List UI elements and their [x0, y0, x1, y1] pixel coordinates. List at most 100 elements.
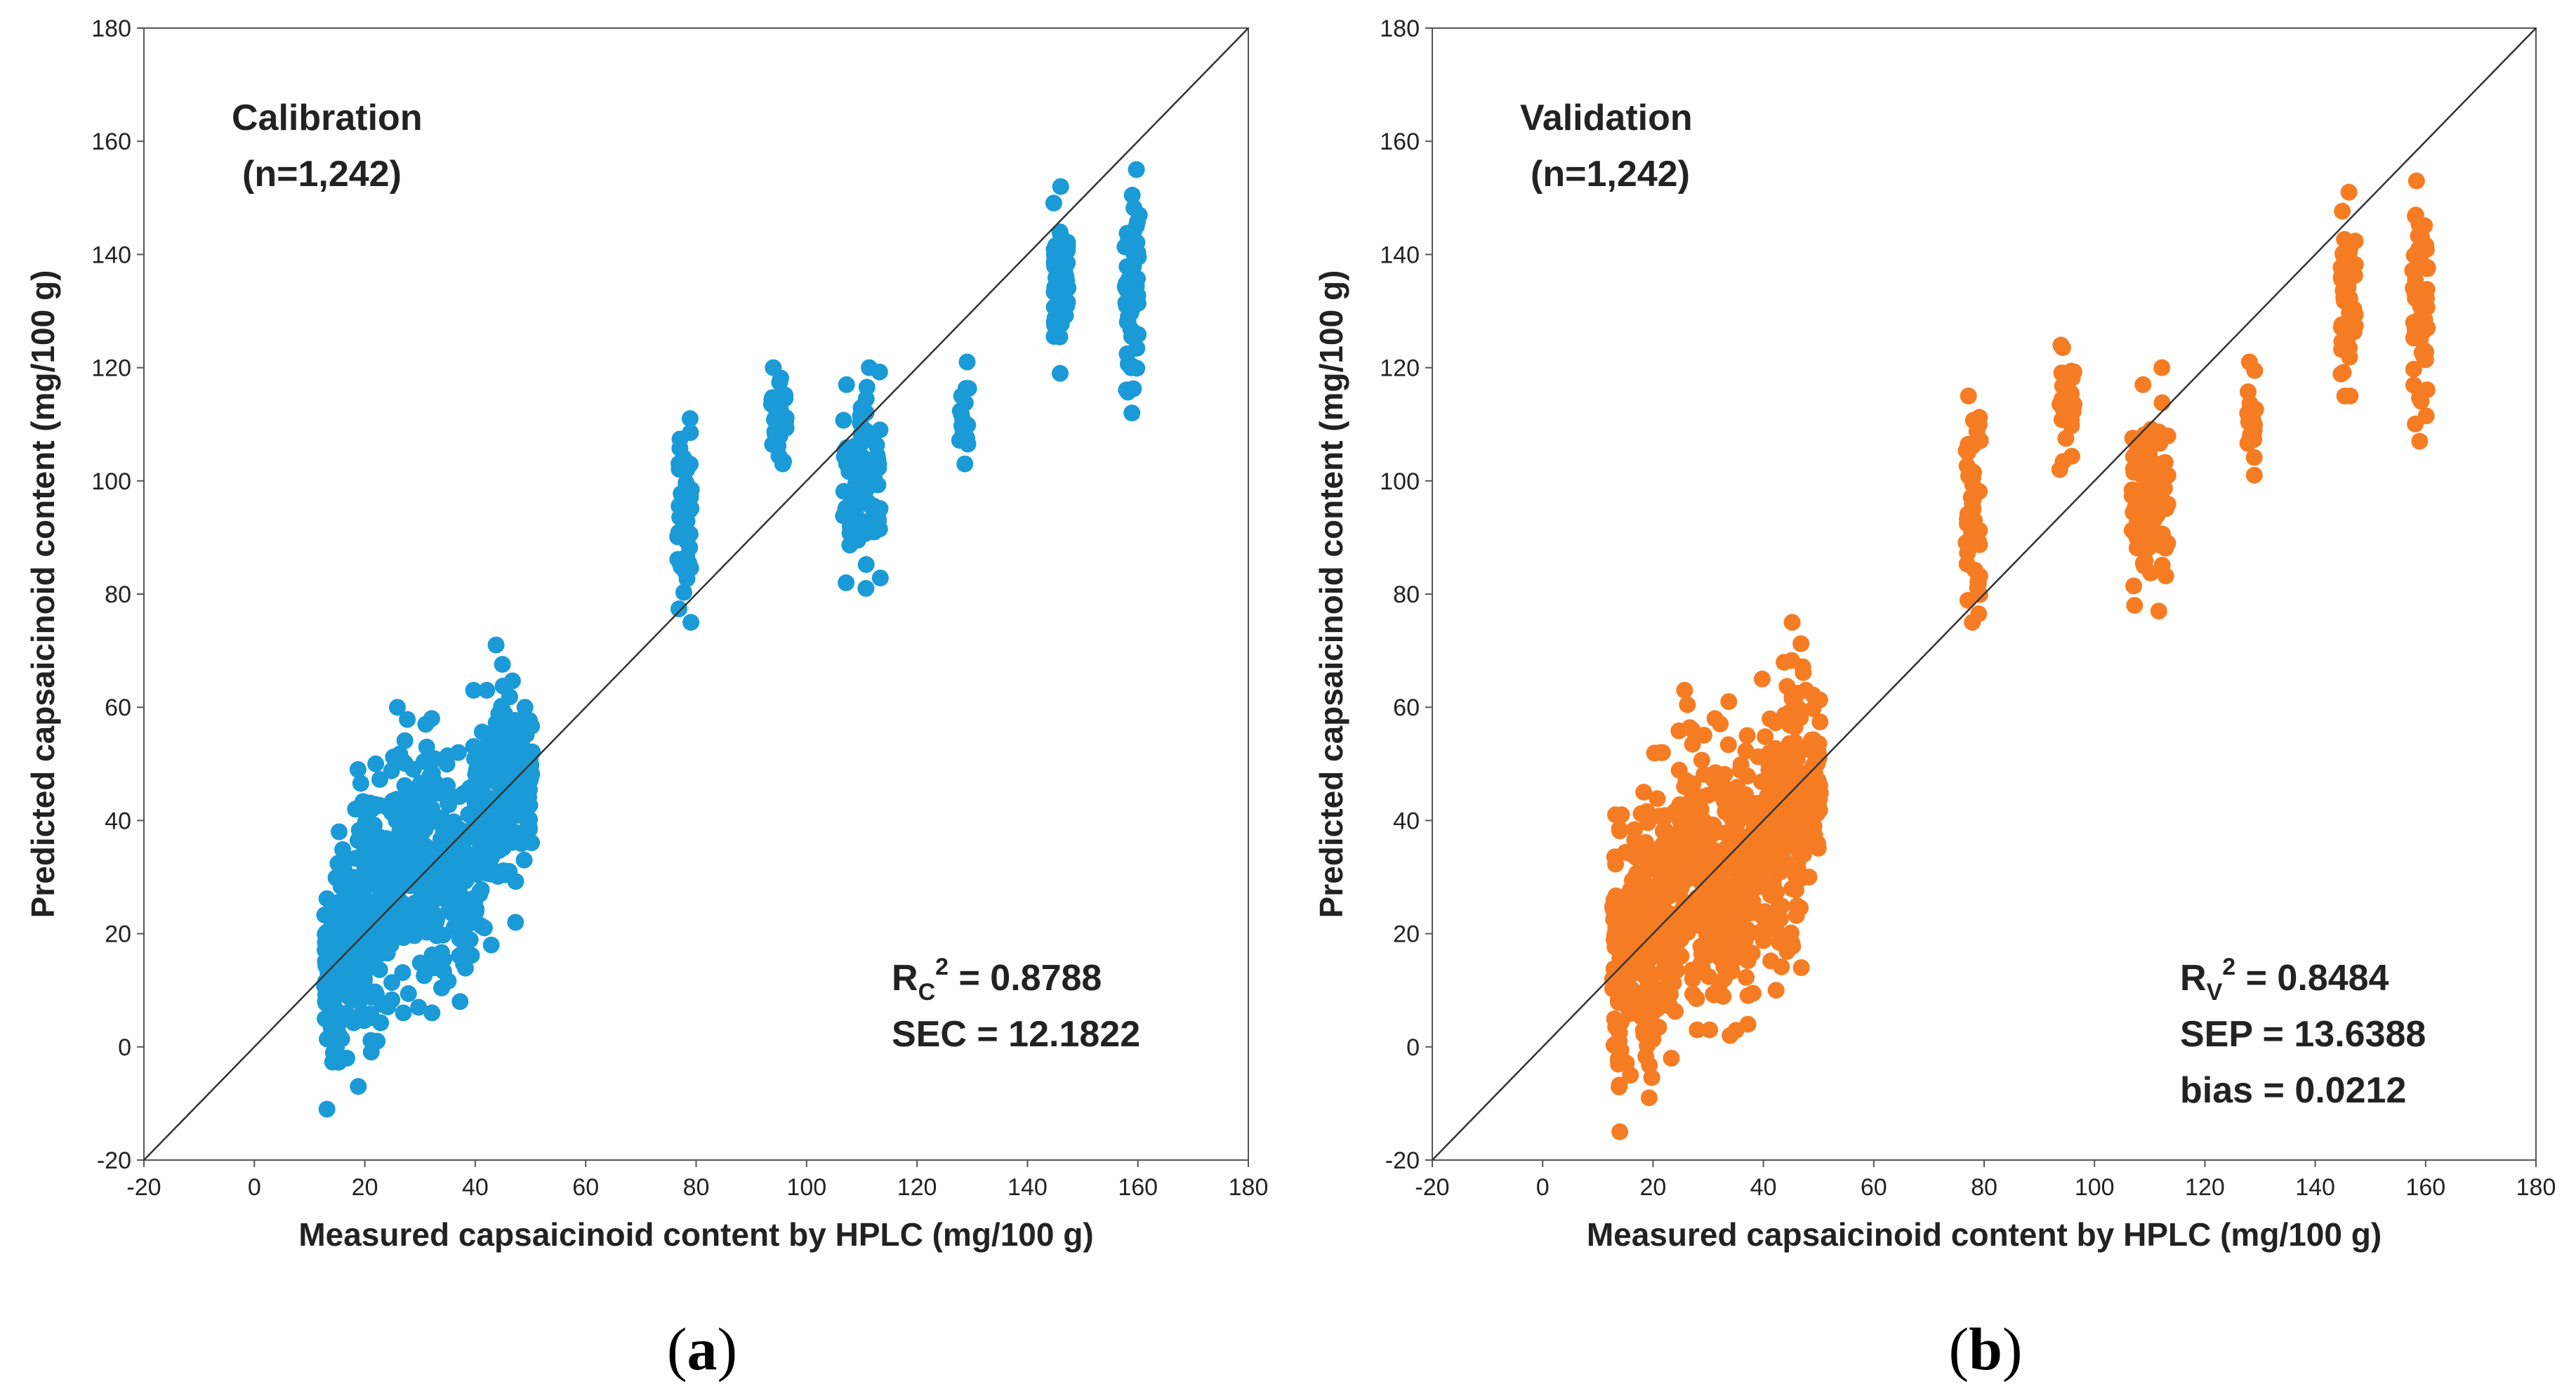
- chart-b-stat-symbol: R: [2180, 958, 2207, 999]
- chart-b-data-point: [1712, 929, 1730, 947]
- chart-a-data-point: [838, 376, 855, 393]
- chart-b-group: -20 0 20 40 60 80 100 120 140 160 180 -20 0 20 40 60 80 1…: [1313, 15, 2556, 1383]
- chart-a-data-point: [766, 423, 784, 440]
- chart-b-data-point: [1711, 890, 1729, 907]
- chart-a-data-point: [959, 380, 977, 397]
- chart-a-data-point: [487, 636, 505, 654]
- chart-b-data-point: [1959, 591, 1976, 609]
- chart-b-data-point: [1781, 765, 1798, 783]
- chart-b-data-point: [1732, 756, 1750, 773]
- chart-b-data-point: [1672, 930, 1690, 947]
- chart-b-data-point: [2340, 183, 2358, 201]
- chart-a-data-point: [371, 771, 388, 788]
- chart-b-data-point: [1677, 772, 1695, 789]
- chart-b-data-point: [1715, 958, 1733, 975]
- chart-b-data-point: [1653, 744, 1671, 761]
- chart-a-x-tick-label: 20: [352, 1174, 378, 1201]
- chart-b-data-point: [1716, 765, 1733, 783]
- chart-b-data-point: [2417, 407, 2435, 425]
- chart-a-data-point: [487, 725, 505, 742]
- chart-b-y-tick-label: 0: [1406, 1034, 1420, 1061]
- chart-b-data-point: [1613, 806, 1630, 824]
- chart-a-data-point: [466, 775, 484, 793]
- chart-b-data-point: [1635, 784, 1653, 801]
- chart-a-data-point: [350, 799, 367, 817]
- chart-a-data-point: [395, 1004, 412, 1022]
- chart-b-data-point: [1679, 857, 1696, 874]
- chart-a-data-point: [405, 786, 423, 804]
- chart-b-data-point: [2245, 449, 2263, 466]
- chart-a-panel-label: (a): [667, 1315, 737, 1383]
- chart-b-data-point: [1971, 409, 1988, 426]
- chart-b-data-point: [1639, 934, 1656, 951]
- chart-b-data-point: [2412, 309, 2429, 327]
- chart-b-data-point: [2153, 556, 2171, 574]
- chart-a-data-point: [838, 574, 855, 591]
- chart-b-data-point: [1971, 522, 1988, 539]
- chart-a-panel-label-letter: a: [687, 1315, 718, 1383]
- chart-a-data-point: [465, 738, 482, 756]
- chart-a-y-tick-label: 140: [91, 242, 131, 268]
- chart-a-data-point: [367, 918, 384, 935]
- chart-b-data-point: [1679, 696, 1696, 713]
- chart-b-data-point: [2333, 316, 2351, 334]
- chart-b-y-tick-label: 160: [1380, 129, 1420, 155]
- chart-a-data-point: [432, 879, 449, 897]
- chart-a-data-point: [1119, 355, 1137, 373]
- chart-b-data-point: [2057, 383, 2075, 401]
- chart-b-data-point: [1761, 765, 1778, 782]
- chart-b-data-point: [1676, 805, 1693, 822]
- chart-a-title: Calibration: [232, 98, 423, 138]
- chart-a-data-point: [333, 1009, 351, 1027]
- chart-b-data-point: [2405, 360, 2422, 378]
- chart-b-y-tick-label: 20: [1393, 921, 1420, 948]
- chart-b-data-point: [1644, 1030, 1662, 1048]
- chart-b-data-point: [1739, 1015, 1757, 1033]
- chart-a-data-point: [868, 447, 886, 464]
- chart-a-data-point: [430, 951, 447, 969]
- chart-a-data-point: [384, 928, 402, 945]
- chart-a-x-tick-label: 60: [572, 1174, 599, 1201]
- chart-b-x-tick-label: 0: [1536, 1174, 1550, 1201]
- chart-b-y-tick-label: 140: [1380, 242, 1420, 268]
- chart-b-data-point: [2247, 401, 2264, 418]
- chart-b-data-point: [1809, 755, 1826, 772]
- chart-b-stat-subscript: V: [2207, 979, 2223, 1006]
- chart-b-data-point: [1670, 722, 1688, 739]
- chart-b-data-point: [1792, 635, 1810, 652]
- chart-a-y-tick-label: 20: [105, 921, 131, 948]
- chart-a-data-point: [385, 749, 402, 766]
- chart-a-y-tick-label: 160: [91, 129, 131, 155]
- chart-a-data-point: [1128, 161, 1145, 178]
- chart-a-data-point: [383, 991, 401, 1008]
- chart-a-data-point: [422, 813, 440, 831]
- chart-a-data-point: [423, 800, 440, 817]
- chart-b-data-point: [2411, 389, 2429, 406]
- chart-a-data-point: [956, 394, 974, 411]
- chart-a-data-point: [859, 480, 876, 497]
- chart-a-data-point: [496, 801, 513, 819]
- chart-b-data-point: [1611, 1032, 1628, 1050]
- chart-b-data-point: [1637, 843, 1655, 860]
- chart-a-data-point: [956, 455, 974, 473]
- chart-b-panel-label-open: (: [1948, 1315, 1969, 1383]
- chart-a-data-point: [492, 759, 510, 777]
- chart-a-data-point: [451, 930, 468, 947]
- chart-b-panel-label-letter: b: [1969, 1315, 2002, 1383]
- chart-b-data-point: [1797, 779, 1815, 797]
- chart-a-data-point: [324, 1044, 342, 1062]
- chart-b-data-point: [2056, 398, 2074, 416]
- chart-b-data-point: [1610, 1055, 1627, 1073]
- chart-a-data-point: [367, 755, 385, 772]
- chart-a-data-point: [433, 979, 450, 996]
- chart-b-data-point: [1758, 788, 1776, 805]
- chart-a-data-point: [367, 940, 384, 956]
- chart-a-data-point: [852, 435, 870, 452]
- chart-b-y-tick-label: 180: [1380, 15, 1420, 42]
- chart-a-data-point: [675, 560, 693, 577]
- chart-a-data-point: [372, 864, 390, 882]
- chart-b-data-point: [1622, 1067, 1639, 1084]
- chart-a-group: -20 0 20 40 60 80 100 120 140 160 180 -20 0 20 40 60 80 1…: [25, 15, 1268, 1383]
- chart-a-data-point: [383, 974, 401, 992]
